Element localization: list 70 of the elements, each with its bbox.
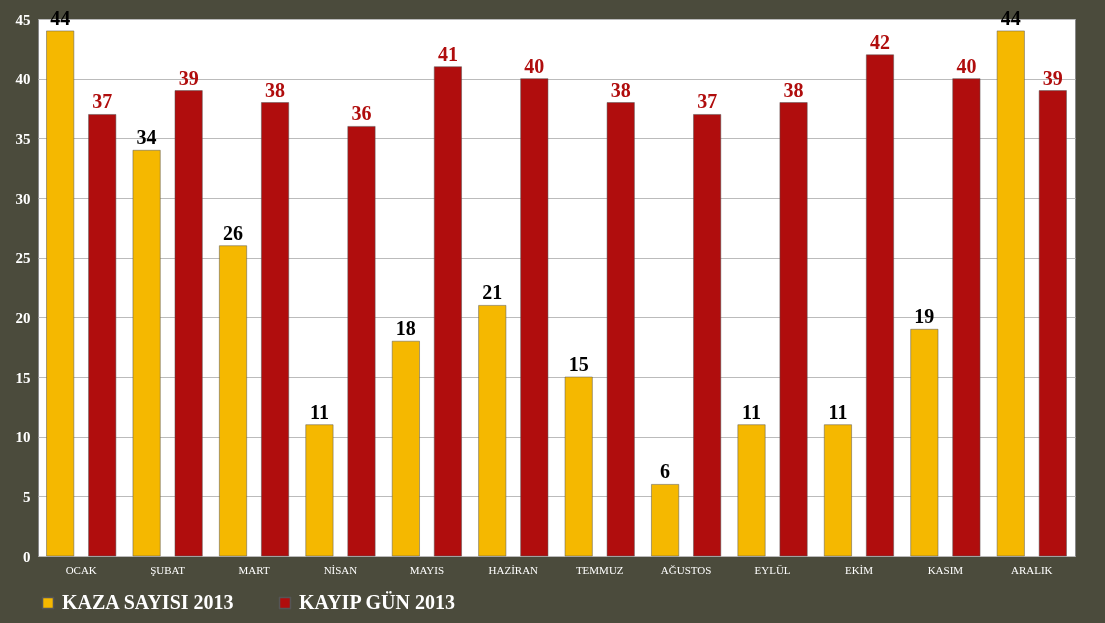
x-tick-label: NİSAN — [323, 563, 358, 576]
x-tick-label: EKİM — [844, 563, 874, 576]
y-tick-label: 35 — [15, 130, 31, 147]
bar — [391, 340, 420, 557]
bar — [779, 102, 808, 557]
data-label: 15 — [568, 353, 589, 375]
bar — [606, 102, 635, 557]
legend-label: KAYIP GÜN 2013 — [299, 591, 455, 613]
data-label: 11 — [309, 400, 329, 423]
data-label: 11 — [742, 400, 761, 423]
bar — [693, 114, 722, 557]
bar — [866, 54, 894, 557]
x-tick-label: MART — [238, 563, 270, 576]
bar — [737, 424, 766, 557]
x-tick-label: EYLÜL — [754, 563, 791, 576]
y-tick-label: 10 — [15, 429, 31, 446]
bar — [88, 114, 117, 557]
bar — [520, 78, 549, 557]
bar — [347, 126, 376, 557]
y-tick-label: 25 — [15, 250, 31, 267]
y-tick-label: 5 — [23, 488, 31, 505]
bar — [1038, 90, 1067, 557]
y-tick-label: 0 — [23, 548, 31, 565]
bar — [952, 78, 981, 557]
x-tick-label: HAZİRAN — [488, 563, 539, 576]
data-label: 6 — [660, 460, 671, 483]
data-label: 39 — [178, 66, 199, 89]
bar — [651, 484, 680, 557]
y-tick-label: 40 — [15, 71, 31, 88]
data-label: 11 — [828, 400, 848, 423]
bar — [219, 245, 247, 557]
legend-label: KAZA SAYISI 2013 — [62, 591, 234, 613]
bar — [46, 30, 75, 557]
data-label: 18 — [395, 317, 416, 340]
bar — [305, 424, 334, 557]
y-tick-label: 15 — [15, 369, 31, 386]
bar — [261, 102, 289, 557]
x-tick-label: KASIM — [927, 563, 964, 576]
data-label: 40 — [956, 54, 977, 77]
data-label: 42 — [869, 30, 890, 53]
data-label: 38 — [610, 78, 631, 101]
bar — [478, 305, 507, 557]
bar — [996, 30, 1025, 557]
data-label: 39 — [1042, 66, 1063, 89]
data-label: 19 — [914, 305, 935, 328]
bar — [824, 424, 852, 557]
x-tick-label: MAYIS — [409, 563, 445, 576]
data-label: 38 — [265, 78, 286, 101]
data-label: 37 — [697, 90, 718, 113]
data-label: 26 — [223, 221, 244, 244]
data-label: 38 — [783, 78, 804, 101]
data-label: 40 — [524, 54, 545, 77]
bar — [174, 90, 203, 557]
y-tick-label: 45 — [15, 11, 31, 28]
bar — [564, 376, 593, 557]
data-label: 21 — [482, 281, 503, 304]
x-tick-label: OCAK — [65, 563, 97, 576]
data-label: 41 — [437, 42, 458, 65]
bar — [910, 329, 939, 557]
data-label: 36 — [351, 102, 372, 125]
data-label: 37 — [92, 90, 113, 113]
bar — [433, 66, 462, 557]
x-tick-label: TEMMUZ — [575, 563, 624, 576]
x-tick-label: ŞUBAT — [150, 563, 186, 576]
bar — [132, 150, 161, 557]
data-label: 34 — [136, 126, 157, 149]
y-tick-label: 30 — [15, 190, 31, 207]
x-tick-label: AĞUSTOS — [660, 563, 712, 576]
x-tick-label: ARALIK — [1011, 563, 1053, 576]
y-tick-label: 20 — [15, 309, 31, 326]
